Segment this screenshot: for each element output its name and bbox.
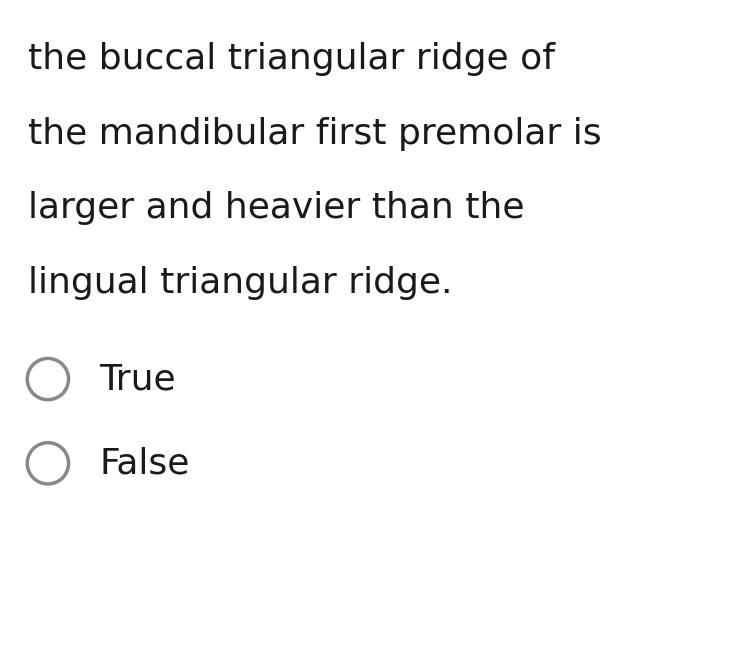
Text: lingual triangular ridge.: lingual triangular ridge.	[28, 266, 453, 299]
Text: the buccal triangular ridge of: the buccal triangular ridge of	[28, 42, 555, 76]
Text: False: False	[99, 446, 190, 480]
Text: the mandibular first premolar is: the mandibular first premolar is	[28, 117, 601, 150]
Text: larger and heavier than the: larger and heavier than the	[28, 191, 525, 225]
Text: True: True	[99, 362, 176, 396]
